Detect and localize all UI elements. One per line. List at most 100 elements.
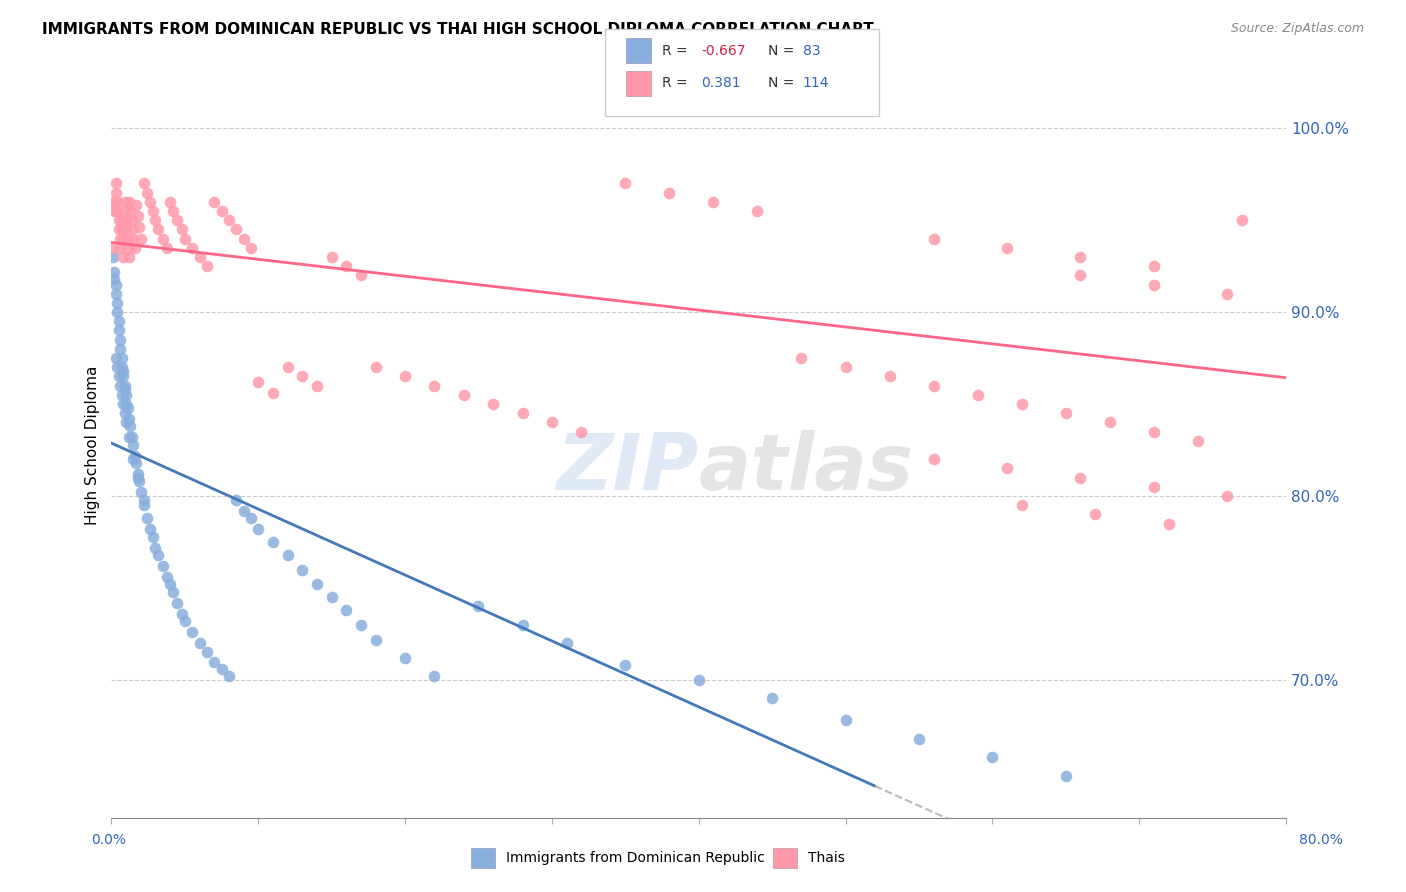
Point (110, 378, 132, 392)
Point (614, 177, 637, 191)
Point (321, 591, 343, 605)
Point (152, 558, 174, 573)
Point (688, 673, 710, 687)
Point (118, 250, 141, 264)
Point (115, 397, 138, 411)
Point (232, 231, 254, 245)
Point (122, 222, 145, 236)
Point (195, 645, 218, 659)
Point (467, 599, 489, 614)
Point (1289, 296, 1312, 310)
Point (658, 186, 681, 200)
Point (114, 203, 136, 218)
Point (104, 186, 127, 200)
Point (747, 203, 769, 218)
Point (111, 213, 134, 227)
Text: IMMIGRANTS FROM DOMINICAN REPUBLIC VS THAI HIGH SCHOOL DIPLOMA CORRELATION CHART: IMMIGRANTS FROM DOMINICAN REPUBLIC VS TH… (42, 22, 875, 37)
Text: -0.667: -0.667 (702, 44, 747, 58)
Point (104, 277, 127, 292)
Point (922, 378, 945, 392)
Point (995, 241, 1018, 255)
Point (908, 731, 931, 746)
Point (1098, 416, 1121, 430)
Point (1305, 222, 1327, 236)
Point (111, 222, 134, 236)
Point (103, 203, 125, 218)
Point (1011, 397, 1033, 411)
Point (128, 220, 150, 235)
Point (364, 632, 387, 647)
Point (156, 241, 179, 255)
Point (790, 351, 813, 365)
Point (117, 231, 139, 245)
Point (107, 222, 129, 236)
Point (321, 250, 343, 264)
Point (291, 369, 314, 384)
Point (107, 213, 129, 227)
Point (121, 213, 143, 227)
Point (512, 617, 534, 632)
Point (145, 213, 167, 227)
Point (173, 231, 195, 245)
Point (211, 203, 233, 218)
Point (148, 548, 170, 562)
Point (335, 259, 357, 273)
Point (350, 268, 373, 283)
Point (239, 511, 262, 525)
Point (156, 570, 179, 584)
Point (129, 231, 152, 245)
Point (761, 691, 783, 706)
Point (922, 452, 945, 467)
Point (966, 388, 988, 402)
Point (128, 475, 150, 489)
Point (555, 636, 578, 650)
Point (202, 655, 225, 669)
Point (1230, 213, 1253, 227)
Point (394, 651, 416, 665)
Point (225, 492, 247, 507)
Point (110, 333, 132, 347)
Point (195, 259, 218, 273)
Point (107, 324, 129, 338)
Point (118, 194, 141, 209)
Text: 83: 83 (803, 44, 821, 58)
Point (188, 636, 211, 650)
Point (364, 360, 387, 375)
Point (111, 360, 134, 375)
Point (1069, 470, 1091, 484)
Point (981, 750, 1004, 764)
Point (239, 241, 262, 255)
Point (166, 213, 188, 227)
Point (110, 231, 132, 245)
Point (170, 607, 193, 621)
Point (135, 186, 157, 200)
Point (118, 430, 141, 444)
Point (105, 305, 128, 319)
Point (115, 213, 138, 227)
Text: Immigrants from Dominican Republic: Immigrants from Dominican Republic (506, 851, 765, 864)
Point (125, 198, 148, 212)
Point (105, 360, 128, 375)
Point (115, 416, 138, 430)
Text: 0.381: 0.381 (702, 77, 741, 90)
Point (1187, 434, 1209, 448)
Point (173, 614, 195, 628)
Point (170, 222, 193, 236)
Point (114, 406, 136, 420)
Point (211, 662, 233, 676)
Text: 80.0%: 80.0% (1299, 833, 1343, 847)
Point (110, 342, 132, 356)
Point (1054, 769, 1077, 783)
Point (110, 241, 132, 255)
Point (1216, 489, 1239, 503)
Point (350, 617, 373, 632)
Point (1054, 406, 1077, 420)
Point (124, 449, 146, 463)
Point (122, 452, 145, 467)
Point (159, 194, 181, 209)
Point (112, 231, 135, 245)
Point (141, 203, 163, 218)
Point (132, 177, 155, 191)
Point (112, 364, 135, 378)
Point (114, 194, 136, 209)
